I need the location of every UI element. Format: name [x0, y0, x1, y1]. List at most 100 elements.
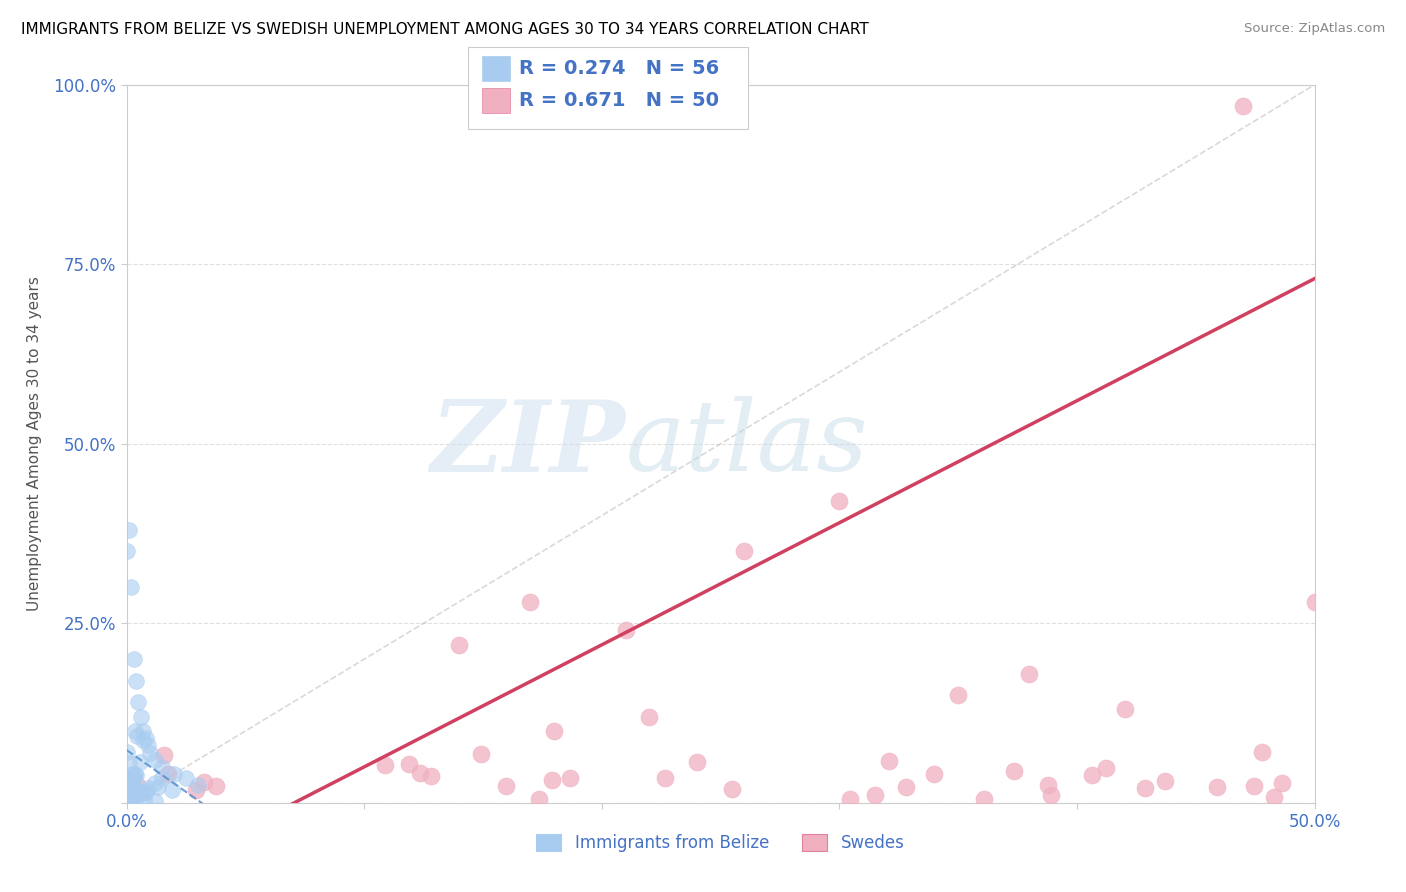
- Point: [720, 781, 742, 796]
- Point: [839, 792, 862, 806]
- Point: [129, 784, 152, 798]
- Point: [121, 788, 143, 802]
- Text: IMMIGRANTS FROM BELIZE VS SWEDISH UNEMPLOYMENT AMONG AGES 30 TO 34 YEARS CORRELA: IMMIGRANTS FROM BELIZE VS SWEDISH UNEMPL…: [21, 22, 869, 37]
- Point: [117, 745, 139, 759]
- Point: [131, 786, 153, 800]
- Point: [132, 724, 155, 739]
- Point: [1153, 774, 1175, 789]
- Point: [135, 731, 157, 746]
- Point: [122, 769, 145, 783]
- Point: [1263, 789, 1285, 804]
- Point: [1039, 789, 1062, 803]
- Point: [1303, 595, 1326, 609]
- Text: Source: ZipAtlas.com: Source: ZipAtlas.com: [1244, 22, 1385, 36]
- Point: [143, 753, 166, 767]
- Point: [1018, 666, 1040, 681]
- Point: [470, 747, 492, 761]
- Point: [205, 779, 228, 793]
- Point: [121, 766, 143, 780]
- Point: [1250, 745, 1272, 759]
- Point: [187, 778, 209, 792]
- Point: [132, 733, 155, 747]
- Point: [117, 782, 139, 797]
- Point: [150, 771, 173, 785]
- Point: [125, 788, 148, 802]
- Point: [1081, 768, 1104, 782]
- Point: [449, 638, 471, 652]
- Point: [143, 794, 166, 808]
- Point: [115, 775, 138, 789]
- Point: [163, 767, 186, 781]
- Point: [877, 754, 900, 768]
- Point: [733, 544, 755, 558]
- Point: [115, 544, 138, 558]
- Point: [125, 673, 148, 688]
- Point: [127, 785, 149, 799]
- Point: [184, 783, 207, 797]
- Point: [136, 739, 159, 753]
- Point: [127, 729, 149, 743]
- Point: [124, 723, 146, 738]
- Point: [117, 780, 139, 794]
- Point: [1133, 780, 1156, 795]
- Point: [129, 709, 152, 723]
- Point: [127, 695, 149, 709]
- Point: [118, 756, 141, 771]
- Text: ZIP: ZIP: [430, 395, 626, 492]
- Point: [1114, 702, 1136, 716]
- Legend: Immigrants from Belize, Swedes: Immigrants from Belize, Swedes: [530, 828, 911, 859]
- Point: [157, 767, 180, 781]
- Point: [120, 581, 142, 595]
- Point: [896, 780, 918, 794]
- Point: [122, 782, 145, 797]
- Text: atlas: atlas: [626, 396, 869, 491]
- Point: [409, 766, 432, 780]
- Point: [160, 782, 183, 797]
- Point: [420, 768, 443, 782]
- Text: R = 0.671   N = 50: R = 0.671 N = 50: [519, 91, 718, 111]
- Point: [118, 523, 141, 537]
- Point: [398, 757, 420, 772]
- Point: [118, 794, 141, 808]
- Point: [1271, 776, 1294, 790]
- Point: [120, 784, 142, 798]
- Point: [135, 784, 157, 798]
- Point: [120, 787, 142, 801]
- Point: [863, 789, 886, 803]
- Point: [174, 771, 197, 785]
- Point: [922, 767, 945, 781]
- Point: [117, 790, 139, 805]
- Point: [1036, 778, 1059, 792]
- Point: [124, 793, 146, 807]
- Point: [614, 624, 637, 638]
- Point: [143, 776, 166, 790]
- Point: [122, 782, 145, 797]
- Point: [529, 792, 551, 806]
- Point: [125, 768, 148, 782]
- Point: [828, 494, 851, 508]
- Point: [125, 788, 148, 802]
- Point: [541, 772, 564, 787]
- Point: [132, 792, 155, 806]
- Point: [125, 778, 148, 792]
- Point: [1243, 779, 1265, 793]
- Point: [519, 595, 541, 609]
- Point: [115, 770, 138, 784]
- Point: [124, 766, 146, 780]
- Point: [543, 724, 565, 739]
- Point: [128, 755, 150, 769]
- Point: [148, 780, 170, 794]
- Point: [150, 760, 173, 774]
- Point: [118, 794, 141, 808]
- Point: [153, 747, 176, 762]
- Point: [374, 758, 396, 772]
- Point: [122, 652, 145, 666]
- Point: [120, 791, 142, 805]
- Point: [654, 771, 676, 785]
- Point: [1002, 764, 1025, 778]
- Point: [1232, 99, 1254, 113]
- Point: [193, 775, 215, 789]
- Point: [124, 784, 146, 798]
- Point: [973, 792, 995, 806]
- Point: [134, 786, 156, 800]
